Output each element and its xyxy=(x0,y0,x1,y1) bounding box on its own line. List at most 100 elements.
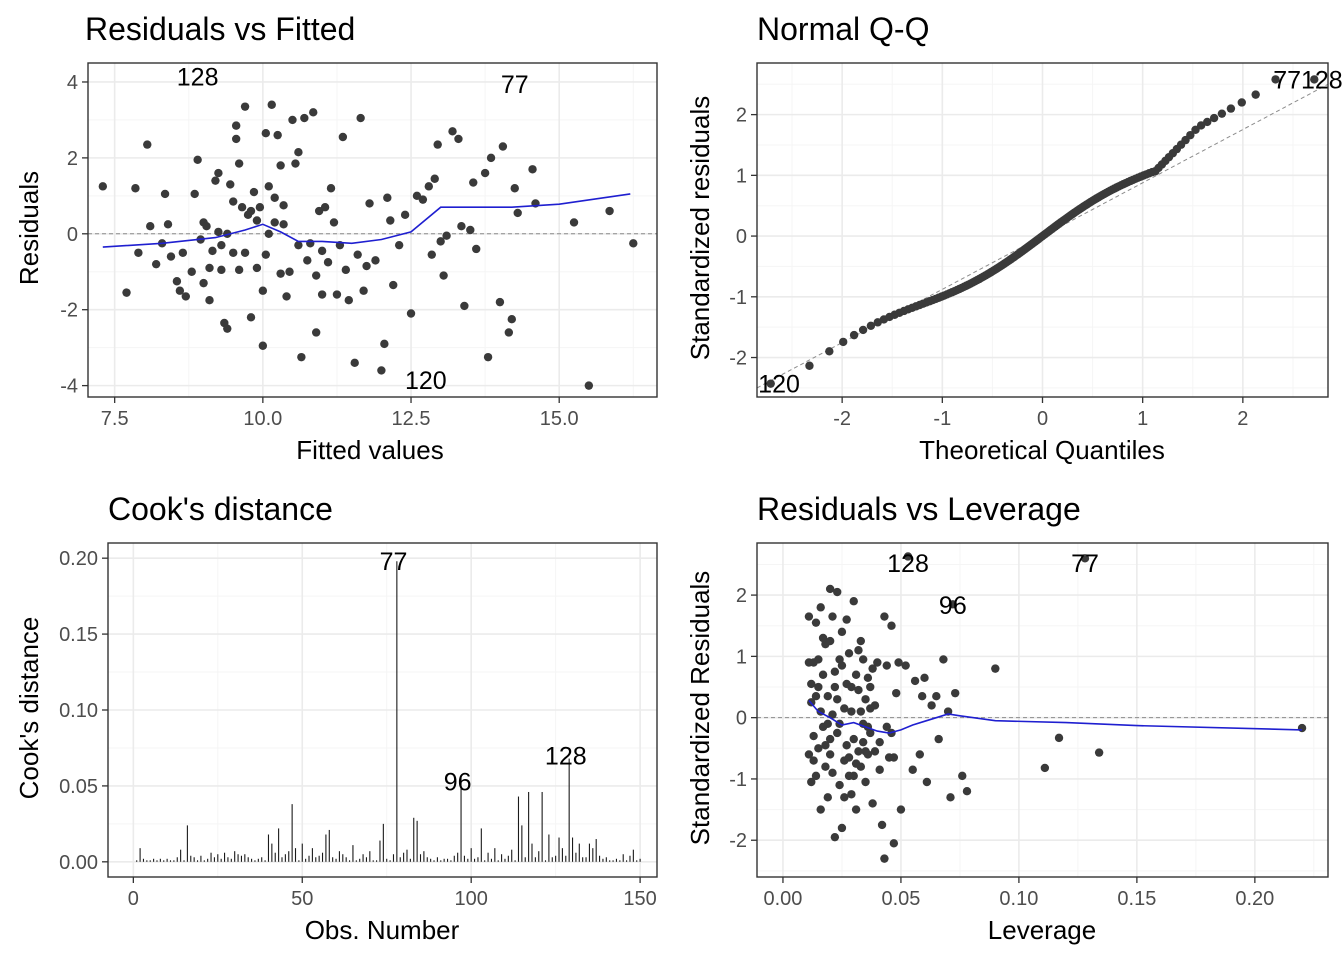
rvl-point xyxy=(828,710,837,719)
rvf-point xyxy=(193,155,202,164)
rvl-point xyxy=(833,728,842,738)
rvl-point xyxy=(825,734,835,744)
rvf-point xyxy=(246,313,256,322)
rvf-point xyxy=(430,174,439,183)
rvf-point xyxy=(439,271,448,280)
rvl-point xyxy=(814,682,823,692)
rvf-y-tick-label: 2 xyxy=(67,148,78,170)
rvl-point xyxy=(833,587,842,597)
rvf-point xyxy=(258,341,268,350)
rvl-point xyxy=(858,737,868,747)
rvf-point xyxy=(226,180,235,189)
rvl-point xyxy=(854,685,863,695)
rvl-point xyxy=(991,664,1000,673)
qq-point xyxy=(866,321,876,330)
rvl-point xyxy=(856,636,866,646)
rvl-point xyxy=(849,597,858,606)
rvl-xlabel: Leverage xyxy=(988,915,1096,945)
rvl-point xyxy=(809,731,818,741)
rvl-point xyxy=(837,823,847,833)
rvf-smooth-line xyxy=(102,193,631,248)
rvf-ylabel: Residuals xyxy=(14,171,44,285)
rvf-plot-area: 7.5 10.0 12.5 15.0 -4 -2 0 2 4 128 77 120 xyxy=(60,62,679,430)
rvf-point xyxy=(362,261,371,271)
rvf-point xyxy=(288,115,297,125)
rvf-point xyxy=(276,269,285,278)
rvl-point xyxy=(823,793,832,802)
rvl-point xyxy=(851,759,861,768)
rvl-point xyxy=(809,756,818,765)
rvf-point xyxy=(240,102,250,111)
rvl-point xyxy=(823,692,832,701)
rvf-point xyxy=(359,286,368,295)
rvl-point-label: 128 xyxy=(887,550,929,578)
qq-title: Normal Q-Q xyxy=(757,11,929,47)
rvf-point xyxy=(356,113,365,123)
rvl-point xyxy=(922,777,932,787)
rvf-point xyxy=(480,168,490,178)
rvl-point xyxy=(1297,723,1307,733)
residuals-vs-fitted-panel: Residuals vs Fitted Fitted values Residu… xyxy=(14,11,679,465)
qq-point xyxy=(1196,121,1206,130)
rvf-point xyxy=(306,239,315,248)
rvf-point xyxy=(528,165,537,174)
rvf-plot-background xyxy=(88,63,657,397)
rvf-point xyxy=(252,263,262,273)
rvl-point xyxy=(866,682,875,692)
qq-x-tick-label: -1 xyxy=(933,408,951,430)
rvl-point xyxy=(861,695,870,704)
cooks-y-tick-label: 0.15 xyxy=(59,624,98,646)
qq-y-tick-label: -2 xyxy=(729,348,747,370)
rvf-point xyxy=(122,288,131,297)
rvf-point xyxy=(166,252,176,261)
rvf-point xyxy=(217,240,226,250)
rvl-point xyxy=(870,747,880,756)
rvf-point xyxy=(317,246,327,256)
rvl-point xyxy=(962,787,972,796)
rvf-point xyxy=(190,189,199,199)
rvl-point xyxy=(910,676,920,686)
rvf-y-tick-label: 4 xyxy=(67,72,78,94)
qq-point xyxy=(766,379,775,388)
rvl-point xyxy=(830,667,840,676)
rvf-point xyxy=(406,309,416,318)
rvl-point xyxy=(844,753,854,762)
cooks-y-tick-label: 0.05 xyxy=(59,776,98,798)
rvl-point xyxy=(868,799,877,808)
cooks-point-label: 128 xyxy=(545,743,587,771)
rvl-point xyxy=(939,655,948,664)
rvf-x-tick-label: 10.0 xyxy=(243,408,282,430)
cooks-panel-border xyxy=(107,542,658,878)
qq-y-tick-label: -1 xyxy=(729,287,747,309)
rvl-point xyxy=(840,704,849,713)
qq-xlabel: Theoretical Quantiles xyxy=(919,435,1165,465)
rvl-point xyxy=(818,670,828,679)
rvl-x-tick-label: 0.05 xyxy=(881,888,920,910)
rvl-point xyxy=(854,747,863,756)
rvf-point xyxy=(208,246,217,256)
rvf-point xyxy=(231,134,241,144)
rvf-point xyxy=(270,218,279,227)
rvf-point xyxy=(460,301,469,311)
rvf-point xyxy=(365,199,374,208)
rvl-point xyxy=(835,780,844,790)
rvl-point xyxy=(1054,733,1064,743)
rvf-point xyxy=(457,222,466,231)
rvf-point xyxy=(513,208,522,218)
qq-panel-border xyxy=(756,62,1329,398)
rvf-point xyxy=(214,168,223,178)
rvl-y-tick-label: -2 xyxy=(729,830,747,852)
rvf-point xyxy=(264,182,273,191)
rvl-point xyxy=(854,646,863,655)
rvl-point xyxy=(830,832,840,842)
cooks-title: Cook's distance xyxy=(108,491,333,527)
rvf-point xyxy=(353,250,362,259)
rvf-point xyxy=(671,125,679,133)
qq-marks xyxy=(757,75,1328,389)
rvl-point xyxy=(816,603,825,612)
cooks-xlabel: Obs. Number xyxy=(305,915,460,945)
qq-point xyxy=(1217,109,1227,118)
rvf-y-tick-label: -2 xyxy=(60,300,78,322)
rvl-point xyxy=(833,695,842,704)
rvf-point xyxy=(433,140,442,149)
